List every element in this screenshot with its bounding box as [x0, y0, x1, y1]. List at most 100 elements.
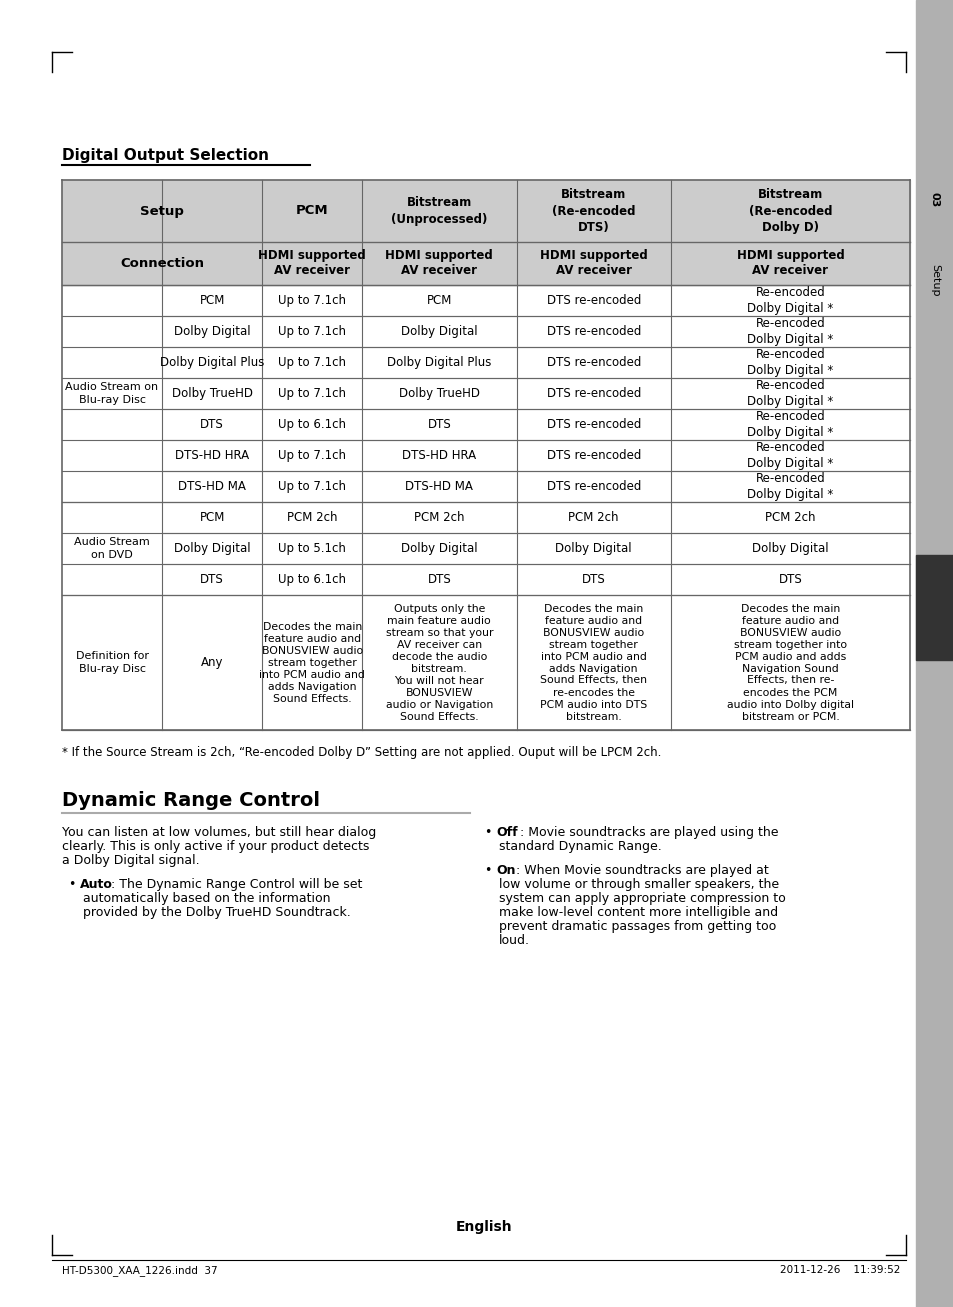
Text: PCM 2ch: PCM 2ch [568, 511, 618, 524]
Text: Up to 7.1ch: Up to 7.1ch [278, 450, 346, 461]
Bar [62, 242, 909, 285]
Text: Auto: Auto [80, 878, 112, 891]
Text: Digital Output Selection: Digital Output Selection [62, 148, 269, 163]
Text: Up to 6.1ch: Up to 6.1ch [278, 418, 346, 431]
Text: Re-encoded
Dolby Digital *: Re-encoded Dolby Digital * [746, 348, 833, 376]
Text: On: On [496, 864, 515, 877]
Text: Bitstream
(Re-encoded
Dolby D): Bitstream (Re-encoded Dolby D) [748, 188, 831, 234]
Text: Bitstream
(Unprocessed): Bitstream (Unprocessed) [391, 196, 487, 226]
Text: Up to 7.1ch: Up to 7.1ch [278, 294, 346, 307]
Text: DTS re-encoded: DTS re-encoded [546, 356, 640, 369]
Text: DTS: DTS [581, 572, 605, 586]
Text: clearly. This is only active if your product detects: clearly. This is only active if your pro… [62, 840, 369, 853]
Text: HDMI supported
AV receiver: HDMI supported AV receiver [385, 250, 493, 277]
Text: Dolby Digital: Dolby Digital [173, 542, 250, 555]
Text: Dolby Digital Plus: Dolby Digital Plus [387, 356, 491, 369]
Text: Dolby Digital: Dolby Digital [751, 542, 828, 555]
Text: DTS re-encoded: DTS re-encoded [546, 294, 640, 307]
Text: Definition for
Blu-ray Disc: Definition for Blu-ray Disc [75, 651, 149, 673]
Text: loud.: loud. [498, 935, 530, 948]
Text: DTS-HD MA: DTS-HD MA [178, 480, 246, 493]
Text: DTS: DTS [200, 418, 224, 431]
Text: automatically based on the information: automatically based on the information [83, 891, 330, 904]
Text: PCM: PCM [426, 294, 452, 307]
Text: standard Dynamic Range.: standard Dynamic Range. [498, 840, 661, 853]
Text: Off: Off [496, 826, 517, 839]
Text: system can apply appropriate compression to: system can apply appropriate compression… [498, 891, 785, 904]
Text: DTS-HD HRA: DTS-HD HRA [174, 450, 249, 461]
Text: Up to 7.1ch: Up to 7.1ch [278, 325, 346, 339]
Text: Up to 5.1ch: Up to 5.1ch [278, 542, 346, 555]
Text: PCM 2ch: PCM 2ch [287, 511, 337, 524]
Text: a Dolby Digital signal.: a Dolby Digital signal. [62, 853, 199, 867]
Text: DTS re-encoded: DTS re-encoded [546, 450, 640, 461]
Text: Dolby TrueHD: Dolby TrueHD [398, 387, 479, 400]
Text: Re-encoded
Dolby Digital *: Re-encoded Dolby Digital * [746, 318, 833, 346]
Text: •: • [483, 864, 491, 877]
Text: DTS: DTS [778, 572, 801, 586]
Text: * If the Source Stream is 2ch, “Re-encoded Dolby D” Setting are not applied. Oup: * If the Source Stream is 2ch, “Re-encod… [62, 746, 660, 759]
Text: Decodes the main
feature audio and
BONUSVIEW audio
stream together into
PCM audi: Decodes the main feature audio and BONUS… [726, 604, 853, 721]
Text: •: • [483, 826, 491, 839]
Text: DTS: DTS [200, 572, 224, 586]
Text: DTS-HD HRA: DTS-HD HRA [402, 450, 476, 461]
Text: Re-encoded
Dolby Digital *: Re-encoded Dolby Digital * [746, 379, 833, 408]
Text: HDMI supported
AV receiver: HDMI supported AV receiver [258, 250, 366, 277]
Bar [915, 555, 953, 660]
Text: Re-encoded
Dolby Digital *: Re-encoded Dolby Digital * [746, 442, 833, 469]
Text: HT-D5300_XAA_1226.indd  37: HT-D5300_XAA_1226.indd 37 [62, 1265, 217, 1276]
Text: DTS: DTS [427, 572, 451, 586]
Text: PCM: PCM [295, 204, 328, 217]
Text: DTS-HD MA: DTS-HD MA [405, 480, 473, 493]
Text: HDMI supported
AV receiver: HDMI supported AV receiver [736, 250, 843, 277]
Text: 03: 03 [929, 192, 939, 208]
Text: Dolby Digital: Dolby Digital [400, 325, 477, 339]
Bar [62, 180, 909, 242]
Text: DTS re-encoded: DTS re-encoded [546, 387, 640, 400]
Text: DTS re-encoded: DTS re-encoded [546, 418, 640, 431]
Text: DTS re-encoded: DTS re-encoded [546, 325, 640, 339]
Text: Outputs only the
main feature audio
stream so that your
AV receiver can
decode t: Outputs only the main feature audio stre… [385, 604, 493, 721]
Text: English: English [456, 1219, 512, 1234]
Text: : Movie soundtracks are played using the: : Movie soundtracks are played using the [516, 826, 778, 839]
Text: Dynamic Range Control: Dynamic Range Control [62, 791, 319, 810]
Text: Audio Stream on
Blu-ray Disc: Audio Stream on Blu-ray Disc [66, 383, 158, 405]
Text: 2011-12-26    11:39:52: 2011-12-26 11:39:52 [779, 1265, 899, 1276]
Text: PCM: PCM [199, 294, 225, 307]
Text: DTS: DTS [427, 418, 451, 431]
Text: : The Dynamic Range Control will be set: : The Dynamic Range Control will be set [107, 878, 362, 891]
Text: Dolby TrueHD: Dolby TrueHD [172, 387, 253, 400]
Text: Decodes the main
feature audio and
BONUSVIEW audio
stream together
into PCM audi: Decodes the main feature audio and BONUS… [539, 604, 647, 721]
Text: Audio Stream
on DVD: Audio Stream on DVD [74, 537, 150, 559]
Text: Bitstream
(Re-encoded
DTS): Bitstream (Re-encoded DTS) [552, 188, 635, 234]
Text: Up to 7.1ch: Up to 7.1ch [278, 356, 346, 369]
Text: PCM: PCM [199, 511, 225, 524]
Text: provided by the Dolby TrueHD Soundtrack.: provided by the Dolby TrueHD Soundtrack. [83, 906, 351, 919]
Text: DTS re-encoded: DTS re-encoded [546, 480, 640, 493]
Text: Dolby Digital: Dolby Digital [555, 542, 631, 555]
Text: : When Movie soundtracks are played at: : When Movie soundtracks are played at [512, 864, 768, 877]
Text: Re-encoded
Dolby Digital *: Re-encoded Dolby Digital * [746, 472, 833, 501]
Text: PCM 2ch: PCM 2ch [414, 511, 464, 524]
Text: Any: Any [201, 656, 223, 669]
Text: Setup: Setup [140, 204, 184, 217]
Text: Up to 7.1ch: Up to 7.1ch [278, 387, 346, 400]
Text: Up to 6.1ch: Up to 6.1ch [278, 572, 346, 586]
Text: Dolby Digital: Dolby Digital [400, 542, 477, 555]
Text: •: • [68, 878, 75, 891]
Text: low volume or through smaller speakers, the: low volume or through smaller speakers, … [498, 878, 779, 891]
Text: Connection: Connection [120, 257, 204, 271]
Text: Decodes the main
feature audio and
BONUSVIEW audio
stream together
into PCM audi: Decodes the main feature audio and BONUS… [259, 622, 365, 703]
Text: Re-encoded
Dolby Digital *: Re-encoded Dolby Digital * [746, 410, 833, 439]
Text: You can listen at low volumes, but still hear dialog: You can listen at low volumes, but still… [62, 826, 375, 839]
Bar [915, 0, 953, 1307]
Text: Up to 7.1ch: Up to 7.1ch [278, 480, 346, 493]
Text: Re-encoded
Dolby Digital *: Re-encoded Dolby Digital * [746, 286, 833, 315]
Text: prevent dramatic passages from getting too: prevent dramatic passages from getting t… [498, 920, 776, 933]
Text: Dolby Digital Plus: Dolby Digital Plus [160, 356, 264, 369]
Text: PCM 2ch: PCM 2ch [764, 511, 815, 524]
Text: HDMI supported
AV receiver: HDMI supported AV receiver [539, 250, 647, 277]
Text: Dolby Digital: Dolby Digital [173, 325, 250, 339]
Text: Setup: Setup [929, 264, 939, 297]
Text: make low-level content more intelligible and: make low-level content more intelligible… [498, 906, 778, 919]
